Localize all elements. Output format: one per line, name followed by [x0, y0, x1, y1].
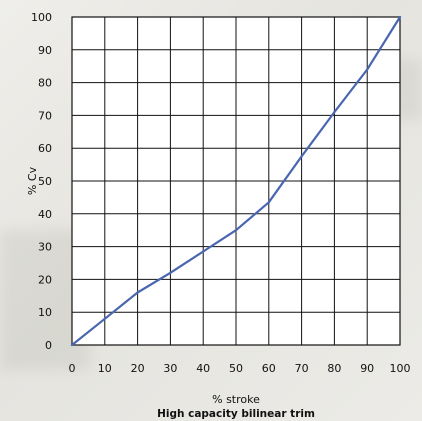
y-tick-label: 40 — [38, 208, 52, 221]
x-tick-label: 100 — [390, 362, 411, 375]
y-tick-label: 90 — [38, 44, 52, 57]
x-tick-label: 30 — [163, 362, 177, 375]
x-tick-label: 90 — [360, 362, 374, 375]
x-tick-label: 20 — [131, 362, 145, 375]
chart-title: High capacity bilinear trim — [157, 408, 315, 420]
data-point — [366, 68, 369, 71]
data-point — [398, 15, 402, 19]
plot-border — [71, 16, 401, 346]
data-point — [70, 343, 74, 347]
x-tick-label: 80 — [327, 362, 341, 375]
y-tick-label: 10 — [38, 306, 52, 319]
data-point — [300, 155, 303, 158]
data-point — [169, 271, 172, 274]
plot-frame — [71, 16, 401, 346]
y-tick-label: 30 — [38, 241, 52, 254]
data-point — [136, 291, 139, 294]
x-tick-label: 60 — [262, 362, 276, 375]
series-group — [70, 15, 402, 347]
y-axis-label: % Cv — [26, 166, 39, 195]
data-point — [333, 111, 336, 114]
x-tick-label: 50 — [229, 362, 243, 375]
grid — [71, 16, 401, 346]
y-tick-label: 100 — [31, 11, 52, 24]
data-point — [202, 250, 205, 253]
y-tick-label: 50 — [38, 175, 52, 188]
x-tick-label: 40 — [196, 362, 210, 375]
x-tick-label: 10 — [98, 362, 112, 375]
y-tick-label: 80 — [38, 77, 52, 90]
y-tick-label: 0 — [45, 339, 52, 352]
x-tick-labels: 0 10 20 30 40 50 60 70 80 90 100 — [69, 362, 411, 375]
y-tick-label: 20 — [38, 273, 52, 286]
y-tick-label: 70 — [38, 109, 52, 122]
y-tick-label: 60 — [38, 142, 52, 155]
y-tick-labels: 0 10 20 30 40 50 60 70 80 90 100 — [31, 11, 52, 352]
data-point — [103, 317, 106, 320]
x-axis-label: % stroke — [212, 393, 260, 406]
data-point — [267, 201, 270, 204]
x-tick-label: 70 — [295, 362, 309, 375]
data-point — [234, 229, 238, 232]
x-tick-label: 0 — [69, 362, 76, 375]
